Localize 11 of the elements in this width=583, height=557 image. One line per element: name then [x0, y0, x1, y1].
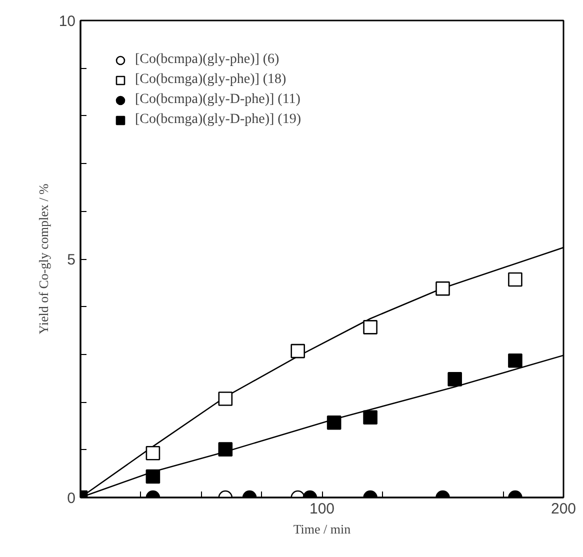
- legend-label: [Co(bcmga)(gly-D-phe)] (19): [135, 112, 301, 128]
- x-tick-label: 100: [309, 500, 335, 518]
- x-axis-title: Time / min: [293, 522, 352, 536]
- y-axis-title: Yield of Co-gly complex / %: [36, 184, 51, 334]
- legend-label: [Co(bcmpa)(gly-phe)] (6): [135, 52, 280, 68]
- y-tick-label: 5: [67, 252, 76, 268]
- legend-label: [Co(bcmpa)(gly-D-phe)] (11): [135, 92, 300, 108]
- x-tick-label: 200: [550, 500, 576, 518]
- legend-label: [Co(bcmga)(gly-phe)] (18): [135, 72, 286, 88]
- y-tick-label: 10: [58, 13, 76, 30]
- y-tick-label: 0: [67, 490, 76, 507]
